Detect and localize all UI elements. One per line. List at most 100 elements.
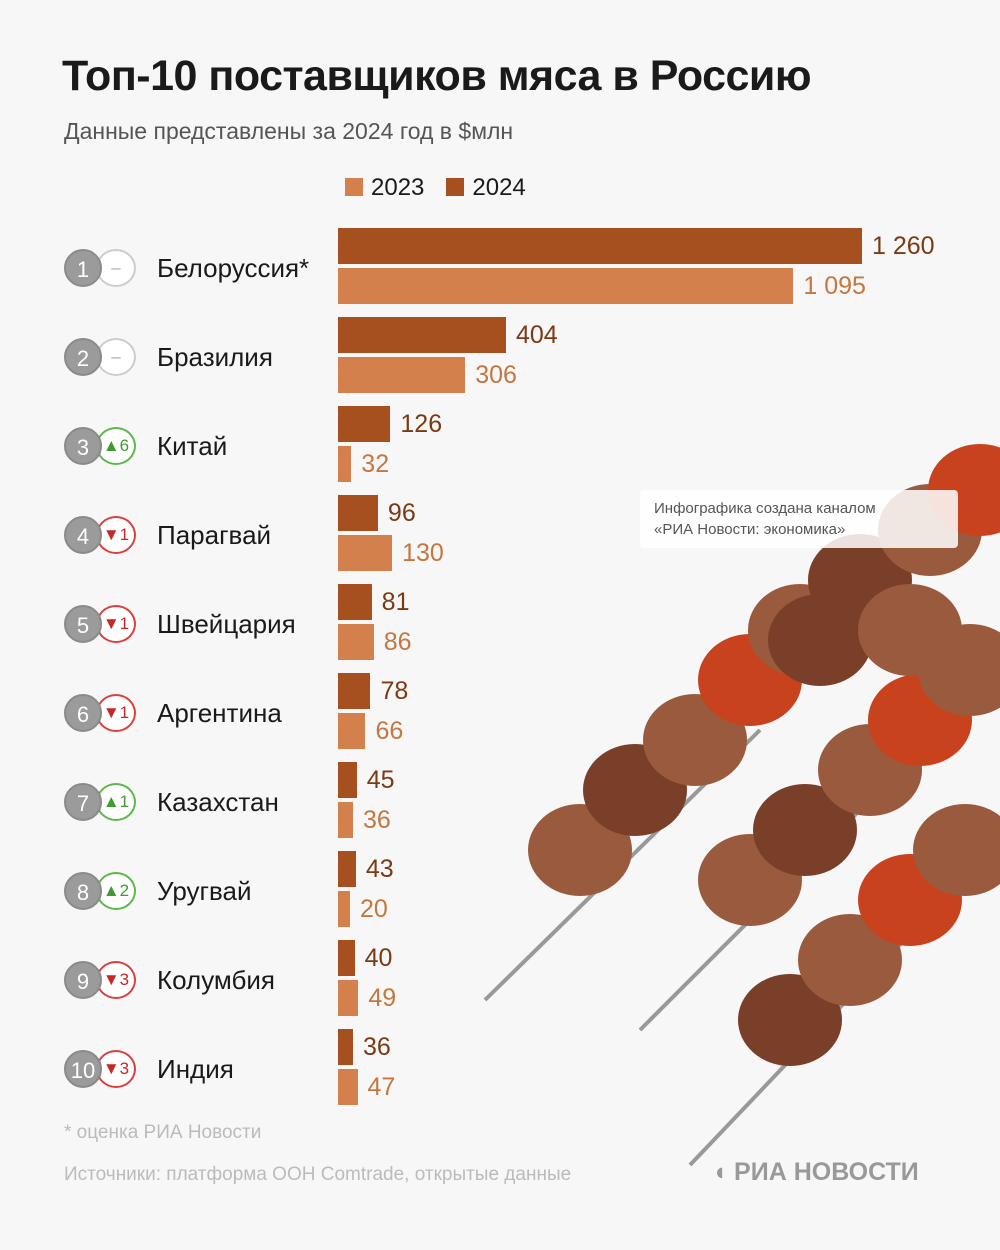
legend: 2023 2024 [345,174,526,202]
value-label-2024: 36 [362,1033,391,1061]
chart-row: 8 ▲2 Уругвай 43 20 [0,851,1000,940]
rank-change-badge: ▼1 [96,694,136,732]
rank-change-badge: ▼3 [96,1050,136,1088]
legend-label: 2024 [472,174,526,201]
bar-2023 [338,535,393,571]
bar-2024 [338,851,356,887]
chart-row: 4 ▼1 Парагвай 96 130 [0,495,1000,584]
chart-row: 1 – Белоруссия* 1 260 1 095 [0,228,1000,317]
footnote: * оценка РИА Новости [64,1122,262,1143]
value-label-2024: 1 260 [872,232,935,260]
chart-row: 6 ▼1 Аргентина 78 66 [0,673,1000,762]
legend-swatch-2023 [345,178,363,196]
page-title: Топ-10 поставщиков мяса в Россию [62,52,812,100]
legend-2024: 2024 [446,174,526,202]
value-label-2023: 1 095 [803,272,866,300]
rank-badge: 7 [64,783,102,821]
bar-2024 [338,495,378,531]
bar-2023 [338,802,353,838]
value-label-2024: 43 [365,855,394,883]
chart-row: 3 ▲6 Китай 126 32 [0,406,1000,495]
value-label-2024: 78 [380,677,409,705]
legend-label: 2023 [371,174,425,201]
logo-icon: ◖ [712,1158,735,1186]
bar-2023 [338,891,350,927]
country-label: Швейцария [157,609,296,639]
rank-badge: 6 [64,694,102,732]
value-label-2023: 20 [360,895,388,923]
rank-badge: 8 [64,872,102,910]
subtitle: Данные представлены за 2024 год в $млн [64,118,514,144]
rank-badge: 3 [64,427,102,465]
country-label: Уругвай [157,876,252,906]
bar-2024 [338,1029,353,1065]
legend-swatch-2024 [446,178,465,196]
rank-badge: 9 [64,961,102,999]
meat-chunk [913,804,1000,896]
rank-change-badge: – [96,249,136,287]
value-label-2024: 45 [366,766,395,794]
bar-2024 [338,228,862,264]
meat-chunk [798,914,902,1006]
meat-chunk [858,584,962,676]
rank-change-badge: ▲6 [96,427,136,465]
rank-change-badge: ▲2 [96,872,136,910]
chart-row: 2 – Бразилия 404 306 [0,317,1000,406]
country-label: Колумбия [157,965,275,995]
rank-badge: 10 [64,1050,102,1088]
credit-line: Инфографика создана каналом [654,500,876,517]
rank-badge: 5 [64,605,102,643]
bar-2023 [338,446,352,482]
country-label: Парагвай [157,520,272,550]
bar-2024 [338,762,357,798]
country-label: Бразилия [157,342,273,372]
country-label: Китай [157,431,228,461]
value-label-2023: 86 [383,628,412,656]
rank-badge: 1 [64,249,102,287]
credit-note: Инфографика создана каналом «РИА Новости… [640,490,958,548]
meat-chunk [738,974,842,1066]
value-label-2023: 130 [402,539,444,567]
rank-change-badge: – [96,338,136,376]
credit-line: «РИА Новости: экономика» [654,521,846,538]
ria-logo: ◖ РИА НОВОСТИ [712,1158,919,1187]
rank-change-badge: ▲1 [96,783,136,821]
value-label-2024: 404 [516,321,558,349]
rank-change-badge: ▼3 [96,961,136,999]
rank-change-badge: ▼1 [96,605,136,643]
value-label-2023: 36 [362,806,391,834]
chart-row: 7 ▲1 Казахстан 45 36 [0,762,1000,851]
value-label-2024: 40 [364,944,393,972]
bar-2024 [338,406,391,442]
rank-badge: 2 [64,338,102,376]
sources: Источники: платформа ООН Comtrade, откры… [64,1164,572,1185]
value-label-2023: 47 [367,1073,396,1101]
country-label: Аргентина [157,698,282,728]
value-label-2024: 81 [381,588,410,616]
bar-2023 [338,624,374,660]
country-label: Казахстан [157,787,279,817]
rank-badge: 4 [64,516,102,554]
bar-2023 [338,268,794,304]
bar-2023 [338,980,359,1016]
bar-2024 [338,673,371,709]
bar-2023 [338,357,466,393]
meat-chunk [768,594,872,686]
value-label-2024: 126 [400,410,443,438]
meat-chunk [753,784,857,876]
country-label: Индия [157,1054,234,1084]
logo-text: РИА НОВОСТИ [734,1158,919,1186]
value-label-2023: 306 [475,361,517,389]
chart-row: 10 ▼3 Индия 36 47 [0,1029,1000,1118]
bar-2023 [338,713,366,749]
value-label-2023: 49 [368,984,397,1012]
bar-2023 [338,1069,358,1105]
rank-change-badge: ▼1 [96,516,136,554]
bar-2024 [338,940,355,976]
bar-2024 [338,584,372,620]
value-label-2023: 32 [361,450,390,478]
chart-row: 9 ▼3 Колумбия 40 49 [0,940,1000,1029]
value-label-2023: 66 [375,717,404,745]
bar-2024 [338,317,506,353]
